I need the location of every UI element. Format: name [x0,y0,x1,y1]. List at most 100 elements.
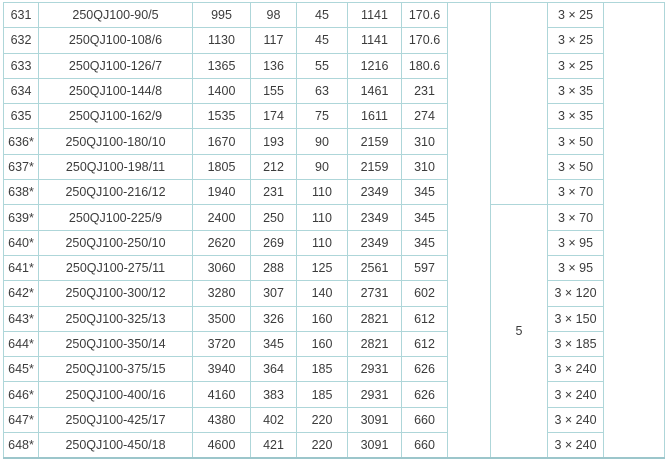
cell-c6: 2349 [347,229,402,256]
cell-c5: 63 [296,77,348,105]
cell-c3: 3500 [192,305,251,332]
cell-cable: 3 × 35 [547,77,604,105]
cell-c3: 1535 [192,103,251,130]
cell-c7: 626 [401,381,448,408]
cell-c5: 55 [296,52,348,79]
cell-c5: 110 [296,229,348,256]
cell-c3: 1400 [192,77,251,105]
cell-no: 639* [3,204,39,231]
cell-no: 642* [3,280,39,307]
table-row: 638* 250QJ100-216/12 1940 231 110 2349 345 3 × … [3,179,665,206]
cell-no: 637* [3,153,39,181]
cell-c4: 326 [250,305,297,332]
group-lower-cell: 5 [490,204,548,459]
cell-c3: 2400 [192,204,251,231]
cell-no: 645* [3,356,39,383]
cell-c5: 45 [296,1,348,29]
cell-c5: 220 [296,432,348,459]
cell-c4: 364 [250,356,297,383]
cell-c3: 1130 [192,27,251,54]
cell-c5: 160 [296,305,348,332]
table-row: 633 250QJ100-126/7 1365 136 55 1216 180.6 3 × 2… [3,52,665,79]
cell-c4: 193 [250,128,297,155]
cell-c3: 1805 [192,153,251,181]
cell-c4: 269 [250,229,297,256]
cell-cable: 3 × 95 [547,229,604,256]
cell-model: 250QJ100-325/13 [38,305,193,332]
table-row: 642* 250QJ100-300/12 3280 307 140 2731 602 3 × … [3,280,665,307]
cell-cable: 3 × 70 [547,179,604,206]
table-row: 631 250QJ100-90/5 995 98 45 1141 170.6 3 × 25 [3,1,665,459]
cell-model: 250QJ100-300/12 [38,280,193,307]
cell-c7: 612 [401,305,448,332]
cell-no: 633 [3,52,39,79]
cell-c7: 597 [401,254,448,282]
cell-c5: 185 [296,356,348,383]
cell-c5: 110 [296,204,348,231]
cell-model: 250QJ100-198/11 [38,153,193,181]
cell-c3: 3940 [192,356,251,383]
cell-no: 632 [3,27,39,54]
cell-c5: 110 [296,179,348,206]
cell-no: 640* [3,229,39,256]
cell-c7: 660 [401,432,448,459]
pump-spec-table-body: 631 250QJ100-90/5 995 98 45 1141 170.6 3 × 25 63… [3,1,665,459]
cell-c4: 117 [250,27,297,54]
cell-model: 250QJ100-375/15 [38,356,193,383]
table-row: 643* 250QJ100-325/13 3500 326 160 2821 612 3 × … [3,305,665,332]
cell-model: 250QJ100-162/9 [38,103,193,130]
cell-c6: 1611 [347,103,402,130]
cell-model: 250QJ100-144/8 [38,77,193,105]
cell-c7: 310 [401,153,448,181]
table-row: 636* 250QJ100-180/10 1670 193 90 2159 310 3 × 5… [3,128,665,155]
cell-no: 641* [3,254,39,282]
cell-cable: 3 × 120 [547,280,604,307]
cell-c4: 136 [250,52,297,79]
cell-c6: 3091 [347,406,402,434]
cell-c6: 2349 [347,204,402,231]
cell-cable: 3 × 240 [547,432,604,459]
cell-c7: 274 [401,103,448,130]
cell-c7: 170.6 [401,1,448,29]
cell-c3: 3060 [192,254,251,282]
cell-cable: 3 × 240 [547,406,604,434]
cell-c7: 612 [401,330,448,358]
cell-c6: 1141 [347,1,402,29]
cell-c4: 155 [250,77,297,105]
cell-no: 646* [3,381,39,408]
cell-cable: 3 × 25 [547,27,604,54]
cell-c3: 3280 [192,280,251,307]
cell-cable: 3 × 240 [547,381,604,408]
cell-c6: 1216 [347,52,402,79]
cell-c7: 345 [401,179,448,206]
table-row: 635 250QJ100-162/9 1535 174 75 1611 274 3 × 35 [3,103,665,130]
cell-no: 638* [3,179,39,206]
cell-c5: 90 [296,153,348,181]
table-row: 632 250QJ100-108/6 1130 117 45 1141 170.6 3 × 2… [3,27,665,54]
table-row: 645* 250QJ100-375/15 3940 364 185 2931 626 3 × … [3,356,665,383]
cell-c6: 2931 [347,381,402,408]
cell-c3: 995 [192,1,251,29]
cell-c7: 345 [401,229,448,256]
cell-no: 636* [3,128,39,155]
cell-c4: 250 [250,204,297,231]
cell-c6: 2561 [347,254,402,282]
table-row: 640* 250QJ100-250/10 2620 269 110 2349 345 3 × … [3,229,665,256]
cell-c7: 626 [401,356,448,383]
cell-cable: 3 × 70 [547,204,604,231]
cell-c4: 345 [250,330,297,358]
pump-spec-table: 631 250QJ100-90/5 995 98 45 1141 170.6 3 × 25 63… [3,1,665,459]
group-upper-cell [490,1,548,206]
table-row: 648* 250QJ100-450/18 4600 421 220 3091 660 3 × … [3,432,665,459]
cell-c3: 4380 [192,406,251,434]
cell-model: 250QJ100-90/5 [38,1,193,29]
table-row: 634 250QJ100-144/8 1400 155 63 1461 231 3 × 35 [3,77,665,105]
cell-cable: 3 × 50 [547,128,604,155]
table-row: 647* 250QJ100-425/17 4380 402 220 3091 660 3 × … [3,406,665,434]
cell-no: 631 [3,1,39,29]
cell-c5: 220 [296,406,348,434]
cell-c7: 602 [401,280,448,307]
cell-c6: 2931 [347,356,402,383]
cell-c4: 174 [250,103,297,130]
